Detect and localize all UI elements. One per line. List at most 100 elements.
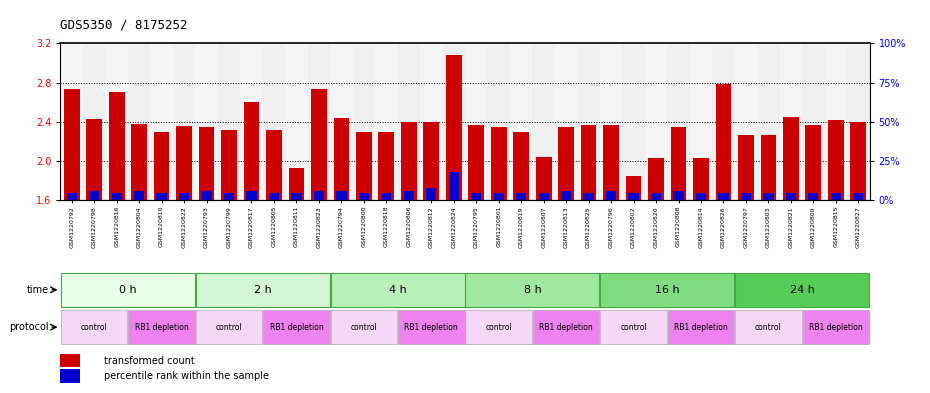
Bar (741, 193, 751, 200)
Bar (600, 43, 622, 200)
Text: percentile rank within the sample: percentile rank within the sample (104, 371, 269, 382)
Bar (558, 127, 574, 200)
Text: control: control (620, 323, 647, 332)
Text: 0 h: 0 h (119, 285, 137, 295)
Bar (583, 193, 593, 200)
Bar (286, 43, 308, 200)
Bar (513, 132, 529, 200)
Bar (313, 191, 324, 200)
Bar (448, 172, 458, 200)
Bar (491, 127, 507, 200)
Text: protocol: protocol (9, 322, 49, 332)
Text: 4 h: 4 h (389, 285, 406, 295)
Text: 2 h: 2 h (254, 285, 272, 295)
Bar (580, 125, 596, 200)
Bar (443, 43, 465, 200)
Bar (606, 191, 617, 200)
Bar (195, 273, 330, 307)
Bar (86, 119, 102, 200)
Bar (156, 193, 166, 200)
Bar (352, 43, 375, 200)
Text: control: control (81, 323, 108, 332)
Bar (696, 193, 706, 200)
Bar (151, 43, 173, 200)
Bar (334, 118, 350, 200)
Bar (131, 124, 147, 200)
Bar (128, 310, 195, 344)
Bar (803, 310, 870, 344)
Bar (805, 125, 821, 200)
Bar (195, 43, 218, 200)
Text: RB1 depletion: RB1 depletion (405, 323, 458, 332)
Bar (240, 43, 262, 200)
Text: 24 h: 24 h (790, 285, 815, 295)
Bar (671, 127, 686, 200)
Bar (60, 354, 80, 367)
Text: RB1 depletion: RB1 depletion (674, 323, 728, 332)
Bar (715, 83, 731, 200)
Bar (105, 43, 128, 200)
Bar (786, 193, 796, 200)
Bar (510, 43, 532, 200)
Bar (89, 191, 100, 200)
Bar (757, 43, 779, 200)
Bar (375, 43, 397, 200)
Bar (472, 193, 482, 200)
Bar (578, 43, 600, 200)
Bar (246, 191, 257, 200)
Text: time: time (27, 285, 49, 295)
Bar (173, 43, 195, 200)
Bar (735, 310, 802, 344)
Text: RB1 depletion: RB1 depletion (135, 323, 189, 332)
Bar (288, 168, 304, 200)
Bar (600, 273, 735, 307)
Bar (536, 157, 551, 200)
Bar (401, 122, 417, 200)
Bar (179, 193, 189, 200)
Bar (330, 310, 397, 344)
Text: GDS5350 / 8175252: GDS5350 / 8175252 (60, 18, 188, 31)
Bar (176, 126, 192, 200)
Bar (269, 193, 279, 200)
Bar (738, 134, 754, 200)
Bar (648, 158, 664, 200)
Bar (263, 310, 330, 344)
Bar (825, 43, 847, 200)
Bar (808, 193, 818, 200)
Bar (516, 193, 526, 200)
Bar (469, 125, 485, 200)
Bar (337, 191, 347, 200)
Text: control: control (755, 323, 782, 332)
Bar (224, 193, 234, 200)
Bar (783, 117, 799, 200)
Bar (718, 193, 728, 200)
Bar (487, 43, 510, 200)
Bar (195, 310, 262, 344)
Bar (532, 43, 555, 200)
Bar (764, 193, 774, 200)
Bar (67, 193, 77, 200)
Bar (153, 132, 169, 200)
Bar (735, 43, 757, 200)
Bar (112, 193, 122, 200)
Bar (445, 55, 461, 200)
Bar (359, 193, 369, 200)
Bar (311, 89, 326, 200)
Bar (651, 193, 661, 200)
Bar (330, 43, 352, 200)
Bar (60, 43, 83, 200)
Bar (134, 191, 144, 200)
Bar (802, 43, 825, 200)
Bar (626, 176, 642, 200)
Bar (712, 43, 735, 200)
Bar (60, 273, 195, 307)
Bar (533, 310, 600, 344)
Bar (64, 89, 80, 200)
Text: 16 h: 16 h (655, 285, 680, 295)
Bar (83, 43, 105, 200)
Bar (644, 43, 667, 200)
Text: RB1 depletion: RB1 depletion (809, 323, 863, 332)
Bar (218, 43, 240, 200)
Bar (853, 193, 863, 200)
Bar (262, 43, 286, 200)
